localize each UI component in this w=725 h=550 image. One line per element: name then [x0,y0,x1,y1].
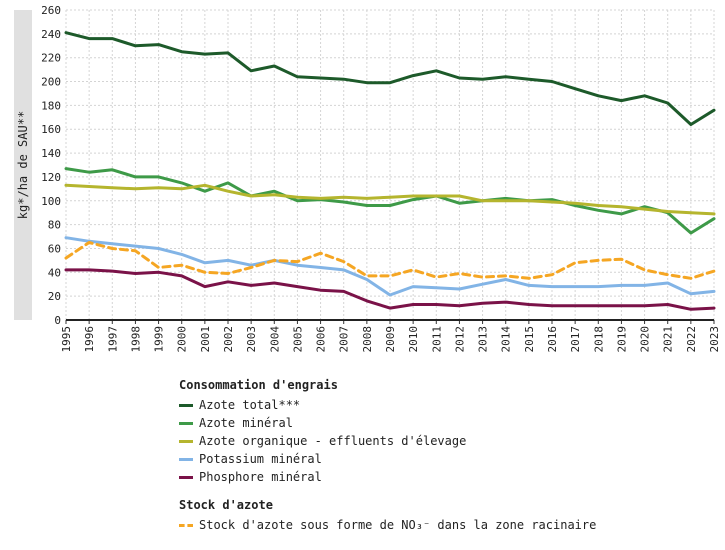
y-tick-label: 60 [48,242,61,255]
legend-swatch [179,523,193,527]
legend-item: Azote total*** [179,396,596,414]
legend-item: Stock d'azote sous forme de NO₃⁻ dans la… [179,516,596,534]
legend-spacer [179,486,596,498]
y-tick-label: 0 [54,314,61,327]
y-tick-label: 180 [41,99,61,112]
legend-swatch [179,421,193,425]
y-tick-label: 160 [41,123,61,136]
y-tick-label: 200 [41,76,61,89]
x-tick-label: 2010 [407,326,420,353]
x-tick-label: 2007 [338,326,351,353]
x-tick-label: 2009 [384,326,397,353]
y-axis-label-band [14,10,32,320]
legend-label: Stock d'azote sous forme de NO₃⁻ dans la… [199,518,597,532]
legend-label: Azote organique - effluents d'élevage [199,434,467,448]
legend-label: Azote minéral [199,416,293,430]
x-tick-label: 2005 [291,326,304,353]
series-line-3 [64,183,716,216]
y-tick-label: 120 [41,171,61,184]
x-tick-label: 2018 [592,326,605,353]
x-tick-label: 2014 [500,326,513,353]
legend-label: Phosphore minéral [199,470,322,484]
x-tick-label: 2013 [477,326,490,353]
legend-group-title: Consommation d'engrais [179,378,338,392]
x-tick-label: 2012 [453,326,466,353]
x-tick-label: 1996 [83,326,96,353]
x-tick-label: 2001 [199,326,212,353]
legend-item: Azote organique - effluents d'élevage [179,432,596,450]
series-line-4 [64,236,716,297]
x-tick-label: 1999 [153,326,166,353]
y-tick-label: 220 [41,52,61,65]
series-line-5 [64,268,716,311]
legend-swatch [179,403,193,407]
legend-label: Potassium minéral [199,452,322,466]
y-tick-label: 240 [41,28,61,41]
x-tick-label: 1995 [60,326,73,353]
y-tick-label: 80 [48,219,61,232]
y-tick-label: 260 [41,4,61,17]
x-tick-label: 2006 [315,326,328,353]
x-tick-label: 2008 [361,326,374,353]
x-tick-label: 2021 [662,326,675,353]
legend-swatch [179,457,193,461]
x-tick-label: 2011 [430,326,443,353]
legend: Consommation d'engrais Azote total*** Azot… [179,378,596,534]
series-line-1 [64,31,716,126]
x-tick-label: 2004 [268,326,281,353]
x-tick-label: 2000 [176,326,189,353]
x-tick-label: 2015 [523,326,536,353]
legend-label: Azote total*** [199,398,301,412]
x-tick-label: 1997 [106,326,119,353]
series-line-6 [64,241,716,280]
y-tick-label: 100 [41,195,61,208]
x-tick-label: 2002 [222,326,235,353]
y-tick-label: 140 [41,147,61,160]
x-tick-label: 2020 [639,326,652,353]
legend-group-title: Stock d'azote [179,498,273,512]
x-tick-label: 2023 [708,326,721,353]
legend-item: Potassium minéral [179,450,596,468]
y-tick-label: 40 [48,266,61,279]
y-tick-label: 20 [48,290,61,303]
legend-item: Phosphore minéral [179,468,596,486]
legend-swatch [179,475,193,479]
legend-item: Azote minéral [179,414,596,432]
x-tick-label: 1998 [129,326,142,353]
x-tick-label: 2022 [685,326,698,353]
x-tick-label: 2003 [245,326,258,353]
x-tick-label: 2019 [615,326,628,353]
x-tick-label: 2016 [546,326,559,353]
legend-swatch [179,439,193,443]
x-tick-label: 2017 [569,326,582,353]
series-line-2 [64,167,716,235]
